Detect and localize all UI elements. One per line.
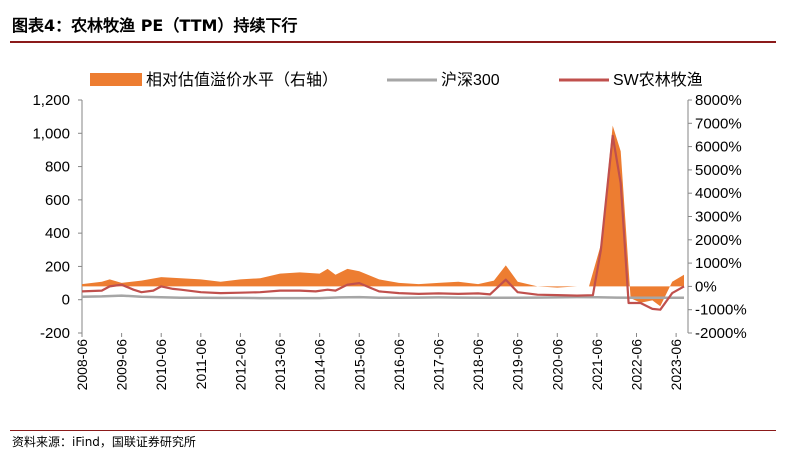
x-tick-label: 2012-06 bbox=[232, 339, 248, 391]
legend-swatch-area bbox=[90, 73, 142, 86]
title-divider bbox=[10, 41, 776, 43]
legend-label-hs300: 沪深300 bbox=[441, 71, 500, 89]
right-tick-label: 7000% bbox=[695, 115, 742, 132]
left-tick-label: 0 bbox=[62, 292, 70, 309]
right-tick-label: 4000% bbox=[695, 185, 742, 202]
sw-agri-line bbox=[81, 134, 685, 311]
x-tick-label: 2017-06 bbox=[430, 339, 446, 391]
right-tick-label: 6000% bbox=[695, 139, 742, 156]
plot-area bbox=[81, 125, 685, 311]
x-tick-label: 2011-06 bbox=[193, 339, 209, 390]
figure-title: 图表4：农林牧渔 PE（TTM）持续下行 bbox=[12, 16, 298, 35]
x-tick-label: 2015-06 bbox=[351, 339, 367, 391]
left-tick-label: 1,200 bbox=[32, 92, 70, 109]
left-tick-label: 200 bbox=[45, 258, 70, 275]
x-tick-label: 2016-06 bbox=[391, 339, 407, 391]
left-tick-label: 600 bbox=[45, 192, 70, 209]
right-tick-label: -1000% bbox=[695, 302, 747, 319]
x-tick-label: 2008-06 bbox=[74, 339, 90, 391]
legend: 相对估值溢价水平（右轴） 沪深300 SW农林牧渔 bbox=[90, 71, 703, 89]
right-tick-label: 0% bbox=[695, 278, 717, 295]
premium-area bbox=[82, 125, 684, 307]
right-tick-label: 1000% bbox=[695, 255, 742, 272]
left-tick-label: 800 bbox=[45, 159, 70, 176]
x-tick-label: 2023-06 bbox=[668, 339, 684, 391]
x-tick-label: 2009-06 bbox=[114, 339, 130, 391]
source-note: 资料来源：iFind，国联证券研究所 bbox=[12, 435, 196, 449]
right-tick-label: 3000% bbox=[695, 209, 742, 226]
x-tick-label: 2013-06 bbox=[272, 339, 288, 391]
x-tick-label: 2010-06 bbox=[153, 339, 169, 391]
right-tick-label: 8000% bbox=[695, 92, 742, 109]
hs300-line bbox=[81, 294, 684, 300]
legend-label-premium: 相对估值溢价水平（右轴） bbox=[146, 71, 338, 89]
legend-label-sw: SW农林牧渔 bbox=[613, 71, 703, 89]
x-tick-label: 2022-06 bbox=[629, 339, 645, 391]
left-tick-label: 400 bbox=[45, 225, 70, 242]
x-tick-label: 2018-06 bbox=[470, 339, 486, 391]
x-tick-label: 2021-06 bbox=[589, 339, 605, 391]
x-tick-label: 2014-06 bbox=[312, 339, 328, 391]
axes: -200 0 200 400 600 800 1,000 1,200 -2000% -1000% 0… bbox=[32, 92, 746, 390]
x-tick-label: 2020-06 bbox=[549, 339, 565, 391]
left-tick-label: 1,000 bbox=[32, 125, 70, 142]
source-divider bbox=[10, 430, 776, 431]
x-tick-label: 2019-06 bbox=[510, 339, 526, 391]
right-tick-label: 5000% bbox=[695, 162, 742, 179]
right-tick-label: 2000% bbox=[695, 232, 742, 249]
right-tick-label: -2000% bbox=[695, 325, 747, 342]
left-tick-label: -200 bbox=[40, 325, 70, 342]
